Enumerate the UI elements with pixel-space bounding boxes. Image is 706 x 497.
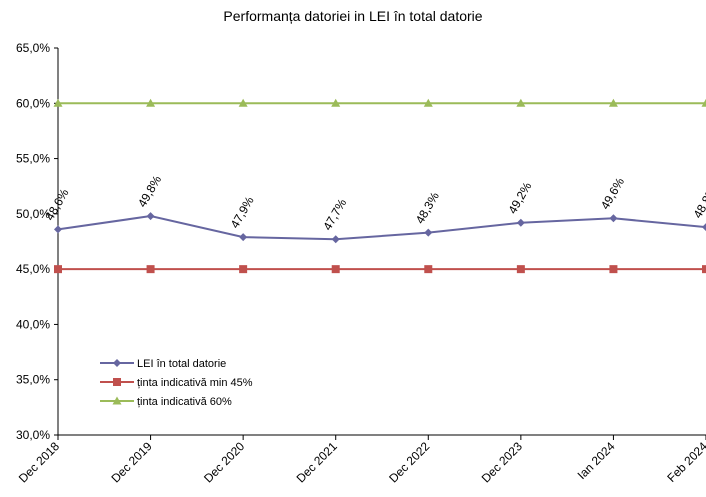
y-tick-label: 65,0% [16, 41, 50, 55]
data-label: 49,2% [505, 179, 534, 216]
y-tick-label: 45,0% [16, 262, 50, 276]
marker-diamond [331, 235, 340, 244]
marker-diamond [702, 223, 706, 232]
axes: 30,0% 35,0% 40,0% 45,0% 50,0% 55,0% 60,0% 65,0%… [16, 41, 706, 485]
marker-triangle [516, 98, 526, 107]
marker-square [146, 265, 155, 274]
x-tick-label: Dec 2022 [386, 439, 432, 485]
data-label: 48,6% [42, 186, 71, 223]
marker-diamond [609, 214, 618, 223]
x-tick-label: Dec 2020 [201, 439, 247, 485]
series-3 [53, 98, 706, 107]
x-tick-label: Dec 2018 [16, 439, 62, 485]
marker-square [113, 378, 121, 386]
data-label: 49,8% [135, 173, 164, 210]
marker-square [702, 265, 706, 274]
marker-triangle [423, 98, 433, 107]
data-label: 47,7% [320, 196, 349, 233]
series-1 [54, 212, 706, 244]
y-tick-label: 35,0% [16, 373, 50, 387]
data-label: 49,6% [598, 175, 627, 212]
marker-square [516, 265, 525, 274]
marker-diamond [516, 218, 525, 227]
marker-square [239, 265, 248, 274]
series-layer [53, 98, 706, 274]
series-2 [54, 265, 706, 274]
legend-item: ținta indicativă min 45% [100, 377, 253, 389]
legend-label: ținta indicativă min 45% [137, 377, 253, 389]
y-tick-label: 60,0% [16, 96, 50, 110]
marker-square [609, 265, 618, 274]
y-tick-label: 40,0% [16, 317, 50, 331]
marker-square [54, 265, 62, 274]
data-label: 47,9% [228, 194, 257, 231]
marker-diamond [424, 228, 433, 237]
legend: LEI în total datorie ținta indicativă min… [100, 358, 253, 408]
marker-triangle [53, 98, 63, 107]
x-tick-label: Dec 2019 [108, 439, 154, 485]
legend-item: LEI în total datorie [100, 358, 226, 370]
marker-triangle [112, 396, 122, 405]
series-line [57, 215, 706, 241]
y-tick-label: 30,0% [16, 428, 50, 442]
marker-triangle [238, 98, 248, 107]
marker-triangle [331, 98, 341, 107]
y-tick-label: 50,0% [16, 207, 50, 221]
x-tick-label: Dec 2023 [479, 439, 525, 485]
marker-triangle [146, 98, 156, 107]
chart-title: Performanța datoriei in LEI în total dat… [223, 8, 483, 24]
data-labels: 48,6% 49,8% 47,9% 47,7% 48,3% 49,2% 49,6% 48,8% [42, 173, 706, 233]
x-tick-label: Ian 2024 [575, 439, 618, 482]
x-tick-label: Dec 2021 [294, 439, 340, 485]
data-label: 48,3% [413, 189, 442, 226]
marker-square [331, 265, 340, 274]
y-tick-label: 55,0% [16, 152, 50, 166]
marker-square [424, 265, 433, 274]
marker-triangle [701, 98, 706, 107]
marker-diamond [113, 359, 121, 367]
x-tick-label: Feb 2024 [664, 439, 706, 485]
data-label: 48,8% [690, 184, 706, 221]
legend-label: ținta indicativă 60% [137, 396, 232, 408]
legend-label: LEI în total datorie [137, 358, 226, 370]
marker-diamond [54, 225, 62, 234]
marker-diamond [239, 233, 248, 242]
marker-triangle [608, 98, 618, 107]
marker-diamond [146, 212, 155, 221]
legend-item: ținta indicativă 60% [100, 396, 232, 408]
